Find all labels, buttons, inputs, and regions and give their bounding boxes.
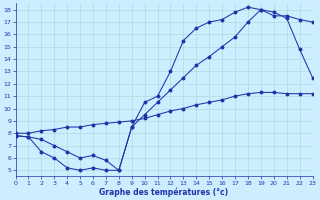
X-axis label: Graphe des températures (°c): Graphe des températures (°c): [100, 187, 228, 197]
